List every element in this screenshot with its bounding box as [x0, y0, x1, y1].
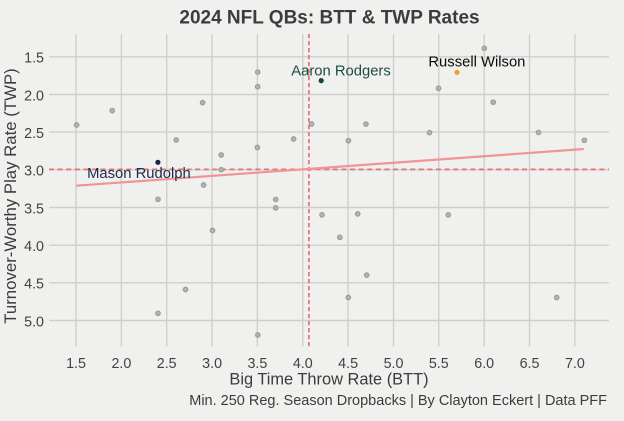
svg-text:5.0: 5.0 — [384, 356, 404, 372]
svg-text:6.0: 6.0 — [474, 356, 494, 372]
svg-text:4.0: 4.0 — [293, 356, 313, 372]
svg-text:3.5: 3.5 — [24, 201, 44, 217]
svg-text:3.5: 3.5 — [247, 356, 267, 372]
svg-text:Min. 250 Reg. Season Dropbacks: Min. 250 Reg. Season Dropbacks | By Clay… — [189, 393, 607, 409]
svg-text:2.5: 2.5 — [157, 356, 177, 372]
svg-text:4.5: 4.5 — [338, 356, 358, 372]
svg-text:1.5: 1.5 — [24, 51, 44, 67]
svg-text:4.5: 4.5 — [24, 277, 44, 293]
svg-text:Mason Rudolph: Mason Rudolph — [87, 166, 191, 182]
svg-text:Aaron Rodgers: Aaron Rodgers — [291, 63, 391, 79]
svg-text:3.0: 3.0 — [202, 356, 222, 372]
svg-text:1.5: 1.5 — [66, 356, 86, 372]
svg-text:Turnover-Worthy Play Rate (TWP: Turnover-Worthy Play Rate (TWP) — [1, 68, 20, 324]
svg-text:2.0: 2.0 — [24, 88, 44, 104]
svg-text:Big Time Throw Rate (BTT): Big Time Throw Rate (BTT) — [229, 371, 428, 389]
svg-text:4.0: 4.0 — [24, 239, 44, 255]
svg-text:2.5: 2.5 — [24, 126, 44, 142]
svg-text:2.0: 2.0 — [111, 356, 131, 372]
svg-text:6.5: 6.5 — [520, 356, 540, 372]
svg-text:5.0: 5.0 — [24, 314, 44, 330]
svg-text:2024 NFL QBs: BTT & TWP Rates: 2024 NFL QBs: BTT & TWP Rates — [179, 8, 479, 29]
svg-text:Russell Wilson: Russell Wilson — [428, 55, 525, 71]
svg-text:7.0: 7.0 — [565, 356, 585, 372]
svg-text:3.0: 3.0 — [24, 164, 44, 180]
svg-text:5.5: 5.5 — [429, 356, 449, 372]
